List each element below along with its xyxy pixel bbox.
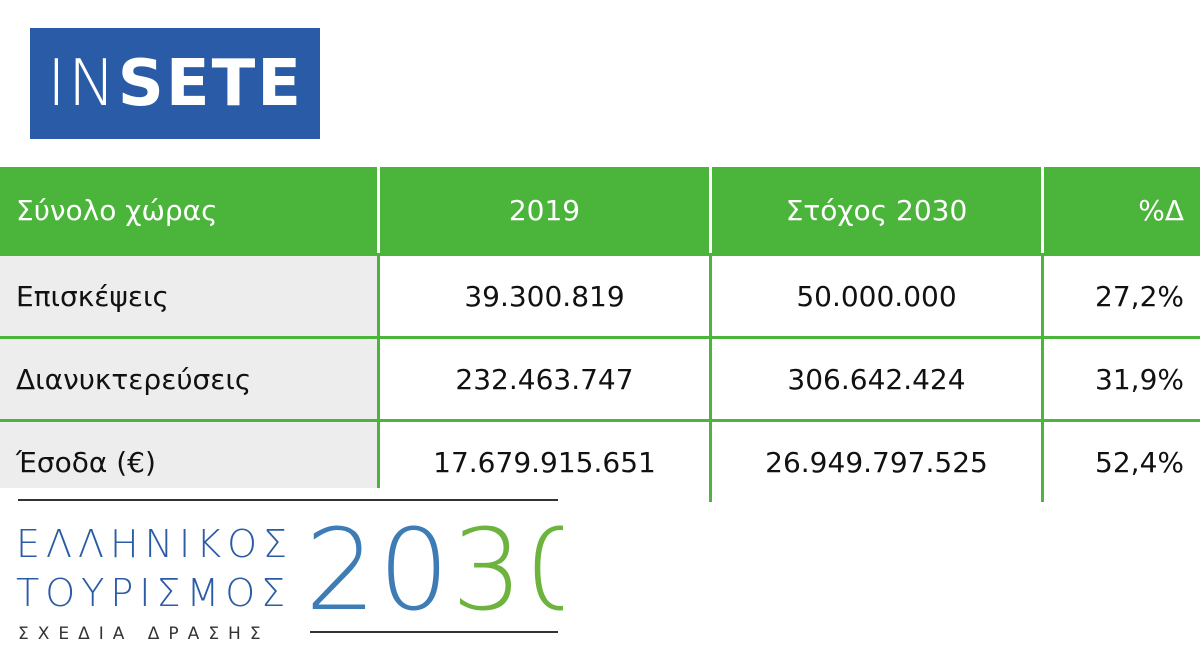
logo-text-sete: SETE	[117, 46, 303, 121]
row-label: Διανυκτερεύσεις	[0, 339, 377, 419]
value-2019: 17.679.915.651	[377, 422, 709, 502]
table-header-row: Σύνολο χώρας 2019 Στόχος 2030 %Δ	[0, 167, 1200, 253]
value-2019: 232.463.747	[377, 339, 709, 419]
row-label: Επισκέψεις	[0, 256, 377, 336]
greek-tourism-2030-logo: ΕΛΛΗΝΙΚΟΣ ΤΟΥΡΙΣΜΟΣ ΣΧΕΔΙΑ ΔΡΑΣΗΣ 2030	[0, 488, 565, 660]
value-2030: 50.000.000	[709, 256, 1041, 336]
logo-year-part2: 30	[452, 506, 563, 626]
header-2019: 2019	[377, 167, 709, 253]
tourism-targets-table: Σύνολο χώρας 2019 Στόχος 2030 %Δ Επισκέψ…	[0, 167, 1200, 502]
insete-logo-text: INSETE	[47, 52, 303, 116]
logo-year-2030: 2030	[305, 506, 563, 626]
logo-word-greek: ΕΛΛΗΝΙΚΟΣ	[16, 522, 294, 566]
header-target-2030: Στόχος 2030	[709, 167, 1041, 253]
value-2030: 26.949.797.525	[709, 422, 1041, 502]
value-percent: 27,2%	[1041, 256, 1200, 336]
value-2030: 306.642.424	[709, 339, 1041, 419]
svg-text:2030: 2030	[305, 506, 563, 626]
header-percent-change: %Δ	[1041, 167, 1200, 253]
table-row-overnight-stays: Διανυκτερεύσεις 232.463.747 306.642.424 …	[0, 336, 1200, 419]
logo-subtitle: ΣΧΕΔΙΑ ΔΡΑΣΗΣ	[18, 624, 270, 644]
header-country-total: Σύνολο χώρας	[16, 193, 218, 227]
table-row-visits: Επισκέψεις 39.300.819 50.000.000 27,2%	[0, 253, 1200, 336]
value-percent: 52,4%	[1041, 422, 1200, 502]
value-2019: 39.300.819	[377, 256, 709, 336]
logo-word-tourism: ΤΟΥΡΙΣΜΟΣ	[16, 571, 292, 615]
logo-year-part1: 20	[305, 506, 452, 626]
insete-logo: INSETE	[30, 28, 320, 139]
value-percent: 31,9%	[1041, 339, 1200, 419]
logo-divider-bottom	[310, 631, 558, 633]
logo-text-in: IN	[47, 46, 118, 121]
logo-divider-top	[18, 499, 558, 501]
